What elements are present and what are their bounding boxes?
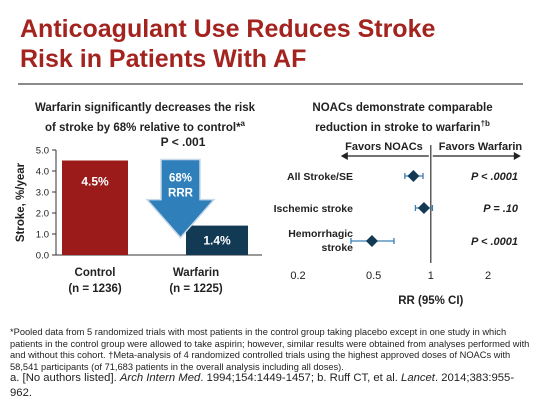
- forest-x-tick-label: 1: [428, 270, 434, 282]
- favors-warfarin-arrowhead: [513, 152, 521, 160]
- slide-title-line-1: Anticoagulant Use Reduces Stroke: [20, 15, 436, 43]
- bar-y-tick-label: 1.0: [36, 230, 49, 241]
- forest-plot-subtitle-line-2: reduction in stroke to warfarin†b: [315, 119, 490, 134]
- bar-y-tick-label: 0.0: [36, 251, 49, 262]
- bar-chart-subtitle: Warfarin significantly decreases the ris…: [20, 101, 270, 136]
- bar-control: [62, 160, 128, 255]
- slide-title-line-2: Risk in Patients With AF: [20, 45, 307, 73]
- bar-y-tick-label: 3.0: [36, 188, 49, 199]
- bar-chart-subtitle-line-2: of stroke by 68% relative to control*a: [44, 119, 245, 134]
- bar-category-label: Warfarin: [173, 267, 219, 279]
- title-divider: [18, 83, 523, 85]
- reference-text-2: . 1994;154:1449-1457; b. Ruff CT, et al.: [200, 372, 402, 384]
- forest-x-tick-label: 0.2: [290, 270, 305, 282]
- forest-x-axis-label: RR (95% CI): [398, 295, 463, 307]
- bar-chart-subtitle-line-1: Warfarin significantly decreases the ris…: [34, 102, 256, 114]
- favors-noacs-label: Favors NOACs: [345, 141, 423, 153]
- forest-pvalue: P = .10: [483, 203, 519, 215]
- forest-x-tick-label: 2: [485, 270, 491, 282]
- footnote: *Pooled data from 5 randomized trials wi…: [10, 327, 530, 372]
- forest-row-label: All Stroke/SE: [287, 171, 353, 183]
- forest-row-label: Ischemic stroke: [274, 203, 354, 215]
- reference-journal-1: Arch Intern Med: [119, 372, 201, 384]
- favors-noacs-arrowhead: [340, 152, 348, 160]
- rrr-arrow: [145, 158, 216, 239]
- favors-warfarin-label: Favors Warfarin: [439, 141, 523, 153]
- bar-y-tick-label: 4.0: [36, 167, 49, 178]
- forest-plot-subtitle-line-1: NOACs demonstrate comparable: [312, 102, 493, 114]
- forest-pvalue: P < .0001: [471, 236, 518, 248]
- bar-warfarin: [186, 225, 248, 255]
- reference-journal-2: Lancet: [401, 372, 435, 384]
- bar-y-tick-label: 2.0: [36, 209, 49, 220]
- forest-plot-subtitle: NOACs demonstrate comparable reduction i…: [285, 101, 520, 136]
- forest-point: [365, 235, 378, 247]
- bar-chart-subtitle-sup: a: [240, 119, 245, 128]
- slide-title: Anticoagulant Use Reduces Stroke Risk in…: [20, 14, 520, 74]
- bar-y-tick-label: 5.0: [36, 146, 49, 157]
- forest-point: [417, 202, 430, 214]
- reference-text-1: a. [No authors listed].: [10, 372, 120, 384]
- bar-data-label: 4.5%: [81, 175, 109, 189]
- reference-text-3: . 2014;383:955-962.: [10, 372, 515, 399]
- bar-category-n: (n = 1225): [169, 283, 223, 295]
- forest-row-label: Hemorrhagic: [288, 228, 353, 240]
- bar-y-axis-label: Stroke, %/year: [15, 162, 27, 242]
- rrr-percent: 68%: [169, 173, 192, 185]
- forest-x-tick-label: 0.5: [366, 270, 381, 282]
- bar-pvalue: P < .001: [161, 135, 206, 149]
- forest-point: [407, 170, 420, 182]
- bar-data-label: 1.4%: [203, 234, 231, 248]
- forest-pvalue: P < .0001: [471, 171, 518, 183]
- references: a. [No authors listed]. Arch Intern Med.…: [10, 371, 532, 400]
- forest-plot-subtitle-sup: †b: [480, 119, 490, 128]
- rrr-label: RRR: [168, 188, 194, 200]
- bar-category-n: (n = 1236): [68, 283, 122, 295]
- bar-category-label: Control: [75, 267, 116, 279]
- forest-row-label-line-2: stroke: [321, 242, 353, 254]
